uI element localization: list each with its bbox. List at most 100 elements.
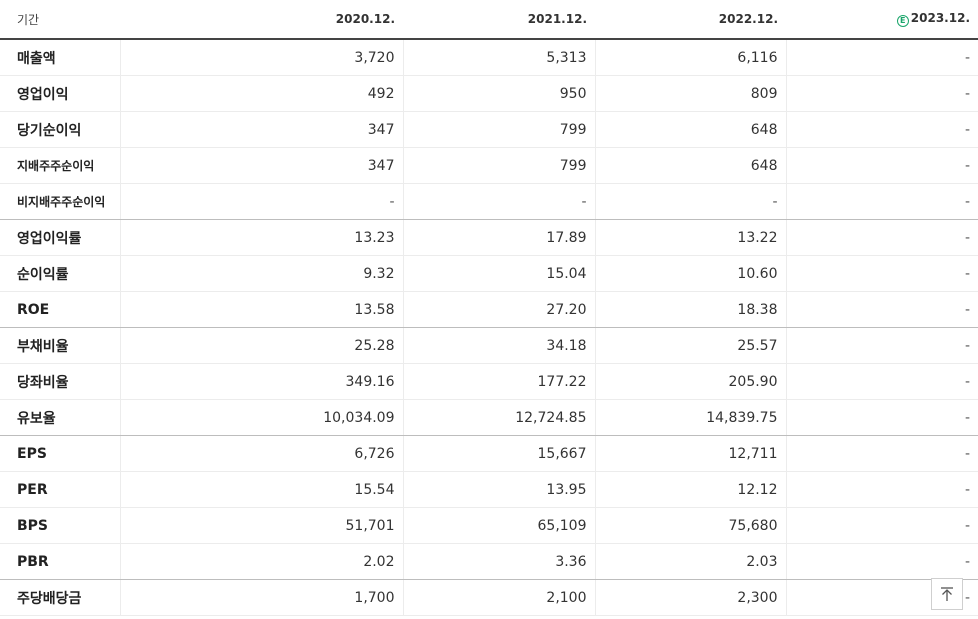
table-row: PBR 2.02 3.36 2.03- (0, 543, 978, 580)
row-value: 2.02 (119, 543, 403, 580)
table-row: 영업이익 492 950 809- (0, 75, 978, 112)
row-value: 9.32 (119, 255, 403, 292)
row-value: 6,116 (594, 39, 786, 76)
row-value: 799 (402, 111, 595, 148)
period-header-2023-label: 2023.12. (910, 11, 970, 25)
row-label: 영업이익률 (0, 219, 120, 256)
row-value: 13.58 (119, 291, 403, 328)
scroll-to-top-button[interactable] (931, 578, 963, 610)
row-value: 3.36 (402, 543, 595, 580)
row-value: 14,839.75 (594, 399, 786, 436)
period-header-2023: E 2023.12. (786, 0, 978, 40)
row-value: 205.90 (594, 363, 786, 400)
period-header-2021: 2021.12. (403, 0, 595, 40)
row-value: 65,109 (402, 507, 595, 544)
estimate-badge-icon: E (896, 15, 909, 27)
row-value: - (785, 147, 978, 184)
row-value: 10.60 (594, 255, 786, 292)
row-value: 648 (594, 111, 786, 148)
row-label: PER (0, 471, 120, 508)
row-label: 부채비율 (0, 327, 120, 364)
table-row: 지배주주순이익 347 799 648- (0, 147, 978, 184)
row-label: 당기순이익 (0, 111, 120, 148)
row-label: 주당배당금 (0, 579, 120, 616)
row-value: 17.89 (402, 219, 595, 256)
row-label: 순이익률 (0, 255, 120, 292)
row-value: 34.18 (402, 327, 595, 364)
table-row: 순이익률 9.32 15.04 10.60- (0, 255, 978, 292)
table-row: 매출액 3,720 5,313 6,116- (0, 39, 978, 76)
row-value: 2,300 (594, 579, 786, 616)
row-value: - (119, 183, 403, 220)
row-value: - (785, 219, 978, 256)
table-row: ROE 13.58 27.20 18.38- (0, 291, 978, 328)
row-value: - (785, 111, 978, 148)
table-row: 비지배주주순이익 - - - - (0, 183, 978, 220)
row-value: - (785, 39, 978, 76)
table-row: EPS 6,726 15,667 12,711- (0, 435, 978, 472)
row-value: - (785, 291, 978, 328)
period-header-2020: 2020.12. (120, 0, 403, 40)
row-value: 2,100 (402, 579, 595, 616)
row-value: 809 (594, 75, 786, 112)
row-value: 10,034.09 (119, 399, 403, 436)
table-row: BPS 51,701 65,109 75,680- (0, 507, 978, 544)
row-label: PBR (0, 543, 120, 580)
row-value: 1,700 (119, 579, 403, 616)
row-value: 13.23 (119, 219, 403, 256)
table-row: 당기순이익 347 799 648- (0, 111, 978, 148)
row-label: 비지배주주순이익 (0, 183, 120, 220)
row-value: - (785, 327, 978, 364)
row-value: 15.54 (119, 471, 403, 508)
row-value: 13.22 (594, 219, 786, 256)
row-value: 492 (119, 75, 403, 112)
row-value: - (785, 183, 978, 220)
table-row: 당좌비율 349.16 177.22 205.90- (0, 363, 978, 400)
row-value: 27.20 (402, 291, 595, 328)
row-value: - (785, 471, 978, 508)
row-label: BPS (0, 507, 120, 544)
row-label: EPS (0, 435, 120, 472)
row-label: 매출액 (0, 39, 120, 76)
row-value: 6,726 (119, 435, 403, 472)
row-value: - (402, 183, 595, 220)
row-value: 347 (119, 147, 403, 184)
table-row: 주당배당금 1,700 2,100 2,300- (0, 579, 978, 616)
row-value: 13.95 (402, 471, 595, 508)
row-label: 지배주주순이익 (0, 147, 120, 184)
row-value: 51,701 (119, 507, 403, 544)
row-value: 177.22 (402, 363, 595, 400)
row-label: 영업이익 (0, 75, 120, 112)
row-value: 15.04 (402, 255, 595, 292)
row-value: 12,724.85 (402, 399, 595, 436)
table-row: 영업이익률 13.23 17.89 13.22- (0, 219, 978, 256)
row-value: 2.03 (594, 543, 786, 580)
row-value: 950 (402, 75, 595, 112)
period-header-label: 기간 (0, 0, 120, 40)
row-label: 유보율 (0, 399, 120, 436)
row-value: - (785, 399, 978, 436)
row-value: 648 (594, 147, 786, 184)
table-row: PER 15.54 13.95 12.12- (0, 471, 978, 508)
table-row: 부채비율 25.28 34.18 25.57- (0, 327, 978, 364)
row-value: - (785, 435, 978, 472)
row-value: 12,711 (594, 435, 786, 472)
row-value: 347 (119, 111, 403, 148)
row-value: 12.12 (594, 471, 786, 508)
row-value: - (785, 255, 978, 292)
row-label: 당좌비율 (0, 363, 120, 400)
row-value: 25.57 (594, 327, 786, 364)
row-value: 3,720 (119, 39, 403, 76)
arrow-up-to-top-icon (941, 587, 953, 601)
row-value: - (785, 363, 978, 400)
row-value: 349.16 (119, 363, 403, 400)
row-value: 15,667 (402, 435, 595, 472)
row-value: - (594, 183, 786, 220)
row-value: - (785, 75, 978, 112)
row-label: ROE (0, 291, 120, 328)
table-row: 유보율 10,034.09 12,724.85 14,839.75- (0, 399, 978, 436)
row-value: 25.28 (119, 327, 403, 364)
row-value: - (785, 543, 978, 580)
row-value: 18.38 (594, 291, 786, 328)
